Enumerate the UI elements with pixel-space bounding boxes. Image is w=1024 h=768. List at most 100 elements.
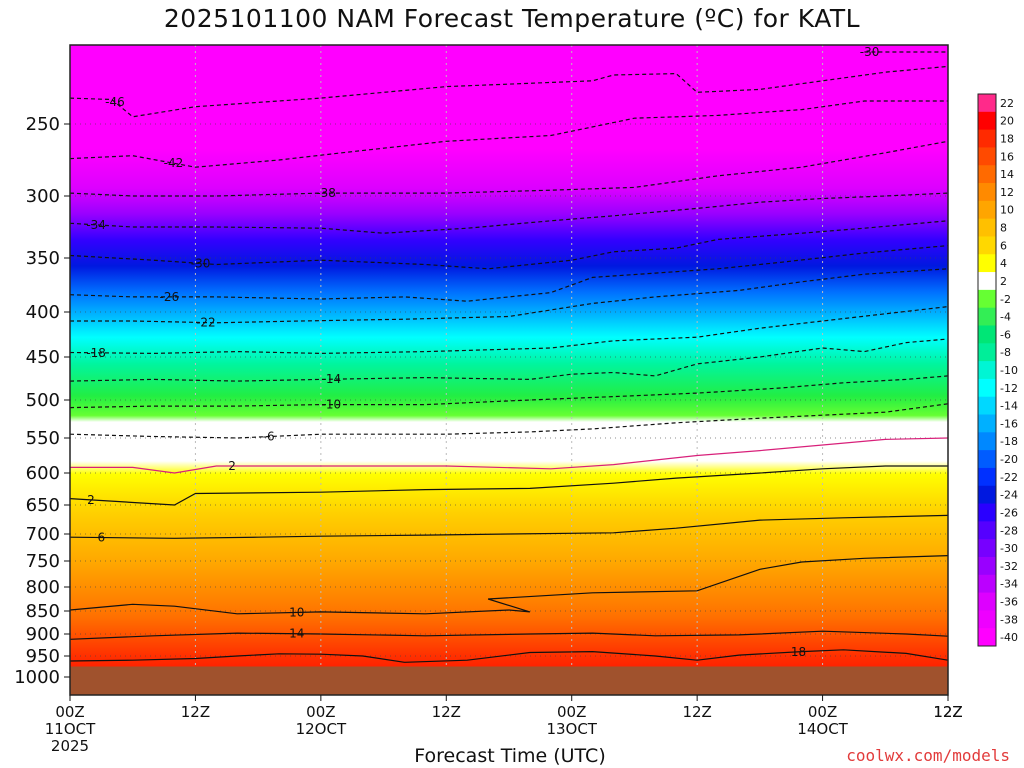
colorbar-label: -20	[1000, 453, 1018, 466]
contour-line	[70, 268, 948, 324]
contour-line	[70, 630, 948, 640]
colorbar-label: 8	[1000, 222, 1007, 235]
y-tick-label: 300	[26, 186, 60, 207]
contour-line	[70, 100, 948, 168]
x-tick-label: 11OCT	[45, 720, 96, 738]
y-tick-label: 900	[26, 624, 60, 645]
y-tick-label: 400	[26, 302, 60, 323]
contour-label: 14	[289, 627, 304, 641]
colorbar-label: 14	[1000, 168, 1014, 181]
colorbar-label: -10	[1000, 364, 1018, 377]
colorbar-swatch	[978, 307, 996, 326]
colorbar-swatch	[978, 539, 996, 558]
colorbar-swatch	[978, 289, 996, 309]
colorbar-label: -8	[1000, 346, 1011, 359]
colorbar-swatch	[978, 574, 996, 594]
x-tick-label: 12Z	[181, 703, 210, 721]
colorbar-swatch	[978, 450, 996, 469]
contour-label: -34	[86, 218, 106, 232]
colorbar-label: -38	[1000, 613, 1018, 626]
y-tick-label: 250	[26, 114, 60, 135]
contour-label: -38	[316, 186, 336, 200]
colorbar-swatch	[978, 200, 996, 220]
colorbar-label: -18	[1000, 435, 1018, 448]
colorbar-label: -4	[1000, 311, 1011, 324]
y-tick-label: 550	[26, 428, 60, 449]
colorbar-label: -24	[1000, 489, 1018, 502]
x-tick-label: 12Z	[682, 703, 711, 721]
colorbar-swatch	[978, 236, 996, 255]
x-tick-label: 14OCT	[797, 720, 848, 738]
contour-label: 2	[228, 459, 236, 473]
contour-line	[70, 245, 948, 302]
contour-line	[70, 375, 948, 409]
x-tick-label: 12Z	[933, 703, 962, 721]
colorbar-swatch	[978, 485, 996, 505]
contour-label: -6	[263, 430, 275, 444]
x-axis-label: Forecast Time (UTC)	[414, 745, 606, 767]
x-tick-label: 00Z	[557, 703, 586, 721]
colorbar-frame	[977, 93, 997, 647]
colorbar-swatch	[978, 414, 996, 433]
contour-line	[70, 555, 948, 615]
y-tick-label: 700	[26, 524, 60, 545]
colorbar-swatch	[978, 467, 996, 487]
colorbar-label: -6	[1000, 328, 1011, 341]
colorbar-swatch	[978, 129, 996, 148]
colorbar-label: -30	[1000, 542, 1018, 555]
colorbar-label: -40	[1000, 631, 1018, 644]
contour-label: -22	[196, 316, 216, 330]
colorbar-label: -16	[1000, 417, 1018, 430]
plot-frame	[69, 44, 949, 696]
y-tick-label: 600	[26, 463, 60, 484]
colorbar-label: -12	[1000, 382, 1018, 395]
colorbar-label: 20	[1000, 115, 1014, 128]
y-tick-label: 650	[26, 495, 60, 516]
colorbar-swatch	[978, 396, 996, 416]
colorbar-label: -26	[1000, 506, 1018, 519]
colorbar-swatch	[978, 325, 996, 344]
colorbar-swatch	[978, 272, 996, 291]
colorbar-swatch	[978, 610, 996, 629]
colorbar-swatch	[978, 556, 996, 576]
colorbar-label: 4	[1000, 257, 1007, 270]
colorbar-label: 2	[1000, 275, 1007, 288]
colorbar-label: 10	[1000, 204, 1014, 217]
temperature-field	[70, 45, 948, 695]
contour-label: -30	[191, 256, 211, 270]
colorbar-label: -28	[1000, 524, 1018, 537]
colorbar-swatch	[978, 432, 996, 451]
x-tick-label: 12OCT	[296, 720, 347, 738]
colorbar-swatch	[978, 628, 996, 647]
colorbar-swatch	[978, 361, 996, 380]
contour-label: -26	[159, 290, 179, 304]
y-tick-label: 750	[26, 551, 60, 572]
contour-line	[70, 403, 948, 439]
contour-line	[70, 306, 948, 355]
colorbar-label: -34	[1000, 578, 1018, 591]
colorbar-label: -32	[1000, 560, 1018, 573]
y-tick-label: 800	[26, 577, 60, 598]
x-tick-label: 12Z	[432, 703, 461, 721]
colorbar-swatch	[978, 218, 996, 237]
colorbar-swatch	[978, 165, 996, 184]
y-tick-label: 350	[26, 248, 60, 269]
x-tick-label: 12Z	[933, 703, 962, 721]
contour-line	[70, 437, 948, 474]
contour-label: 2	[87, 493, 95, 507]
x-tick-label: 13OCT	[546, 720, 597, 738]
colorbar-label: -22	[1000, 471, 1018, 484]
colorbar-swatch	[978, 378, 996, 398]
x-tick-label: 00Z	[55, 703, 84, 721]
colorbar-swatch	[978, 503, 996, 522]
contour-line	[70, 465, 948, 506]
ground-surface	[70, 666, 948, 695]
y-tick-label: 500	[26, 390, 60, 411]
contour-label: -18	[86, 346, 106, 360]
colorbar-label: 16	[1000, 150, 1014, 163]
colorbar-label: -2	[1000, 293, 1011, 306]
credit-link[interactable]: coolwx.com/models	[846, 746, 1010, 765]
contour-line	[70, 65, 948, 118]
contour-line	[70, 649, 948, 663]
